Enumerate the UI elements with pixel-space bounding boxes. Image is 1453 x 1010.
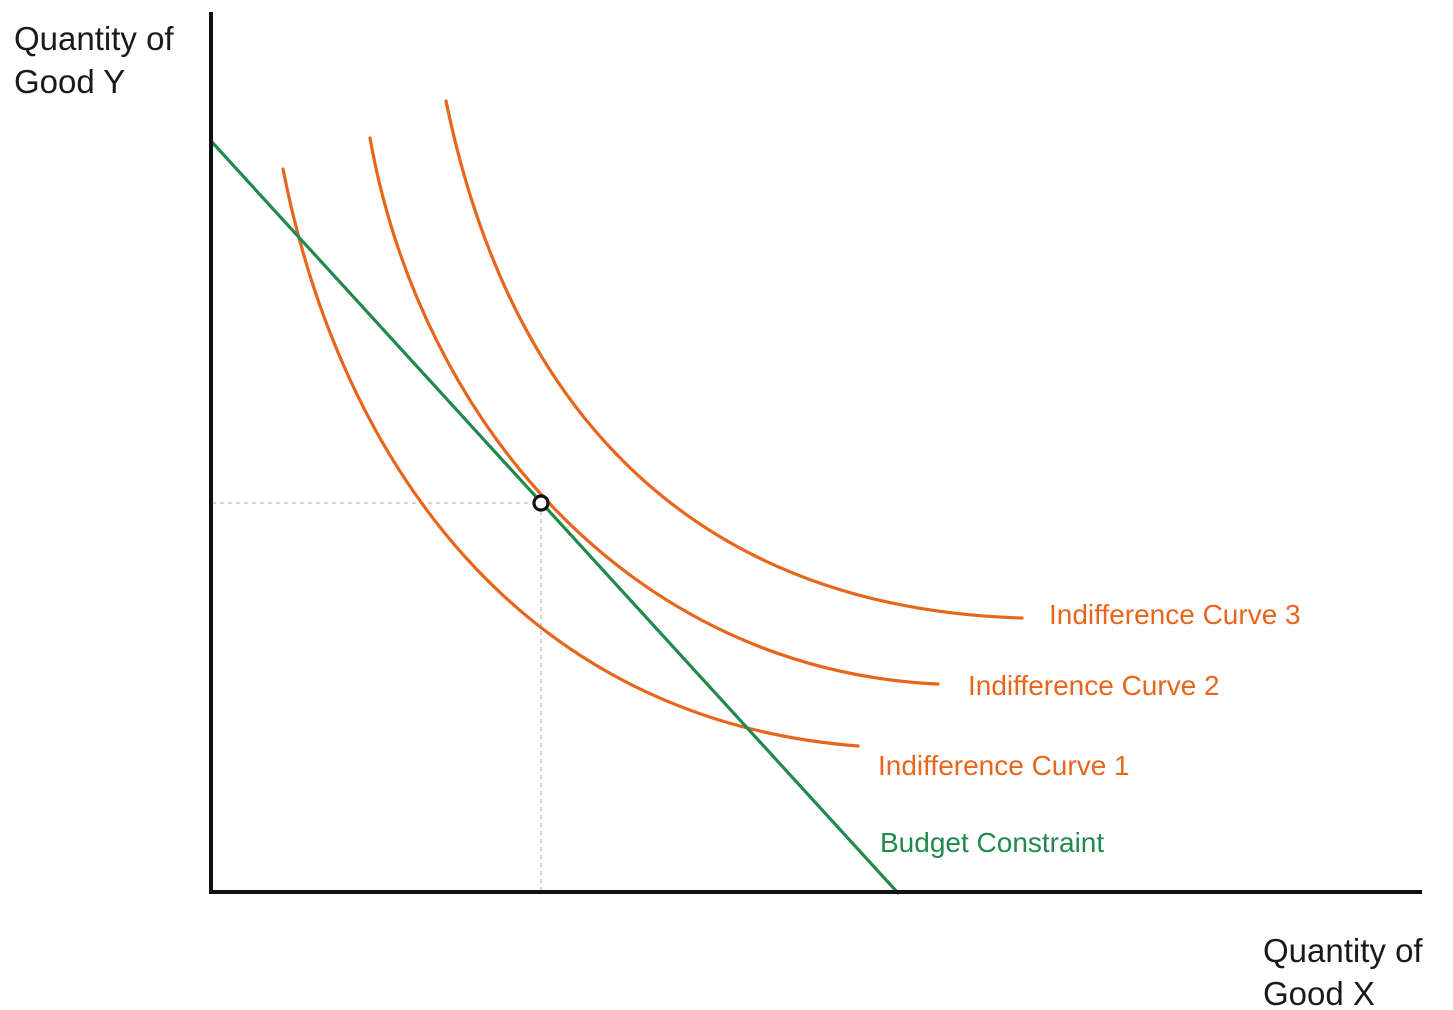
indifference-curve-3 xyxy=(444,99,1024,620)
x-axis-label: Quantity of Good X xyxy=(1263,932,1432,1010)
budget-constraint-line xyxy=(209,139,900,895)
indifference-curve-2 xyxy=(368,136,940,686)
indifference-curve-1 xyxy=(281,167,860,748)
y-axis-label: Quantity of Good Y xyxy=(14,20,183,100)
y-axis-label-line-2: Good Y xyxy=(14,63,125,100)
optimum-point xyxy=(532,494,550,512)
y-axis-label-line-1: Quantity of xyxy=(14,20,174,57)
x-axis-label-line-2: Good X xyxy=(1263,975,1375,1010)
indifference-curve-2-label: Indifference Curve 2 xyxy=(968,670,1220,701)
x-axis-label-line-1: Quantity of xyxy=(1263,932,1423,969)
budget-constraint-label: Budget Constraint xyxy=(880,827,1104,858)
indifference-curve-1-label: Indifference Curve 1 xyxy=(878,750,1130,781)
indifference-curve-3-label: Indifference Curve 3 xyxy=(1049,599,1301,630)
